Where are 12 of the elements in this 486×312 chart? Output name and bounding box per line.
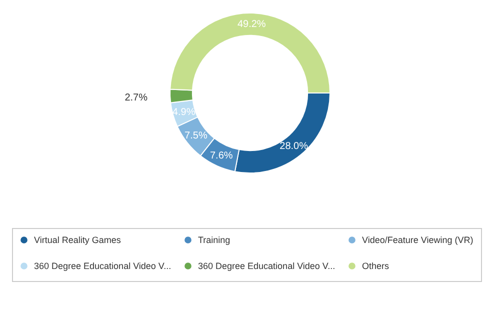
legend-label: 360 Degree Educational Video V... (34, 261, 172, 271)
data-label: 2.7% (124, 92, 148, 104)
data-label: 28.0% (280, 141, 308, 152)
legend-label: Virtual Reality Games (34, 235, 122, 245)
data-label: 7.5% (184, 130, 208, 142)
legend-label: Others (362, 261, 390, 271)
legend-label: 360 Degree Educational Video V... (198, 261, 336, 271)
data-label: 49.2% (237, 19, 266, 30)
legend-label: Training (198, 235, 230, 245)
data-label: 7.6% (210, 150, 233, 162)
data-label: 4.9% (172, 106, 196, 118)
legend-label: Video/Feature Viewing (VR) (362, 235, 474, 245)
